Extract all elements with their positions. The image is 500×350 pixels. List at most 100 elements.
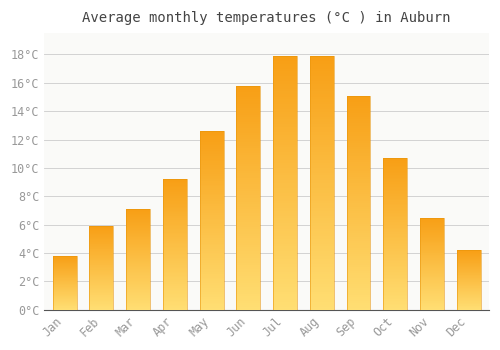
Bar [200,247,224,249]
Bar [420,271,444,272]
Bar [420,246,444,247]
Bar [310,246,334,249]
Bar [163,268,187,269]
Bar [420,300,444,301]
Bar [200,235,224,237]
Bar [384,249,407,251]
Bar [384,226,407,228]
Bar [273,173,297,175]
Bar [200,285,224,287]
Bar [52,287,76,288]
Bar [420,267,444,268]
Bar [420,222,444,223]
Bar [236,296,260,299]
Bar [200,158,224,160]
Bar [420,283,444,284]
Bar [163,231,187,233]
Bar [310,130,334,132]
Bar [90,285,114,286]
Bar [420,220,444,221]
Bar [163,238,187,239]
Bar [126,223,150,224]
Bar [384,161,407,162]
Bar [346,153,370,155]
Bar [384,199,407,201]
Bar [457,260,480,261]
Bar [163,184,187,186]
Bar [90,309,114,310]
Bar [273,76,297,79]
Bar [346,260,370,262]
Bar [236,193,260,195]
Bar [310,254,334,257]
Bar [163,230,187,231]
Bar [90,305,114,306]
Bar [52,285,76,286]
Bar [236,180,260,182]
Bar [126,286,150,287]
Bar [310,86,334,89]
Bar [90,236,114,237]
Bar [236,243,260,245]
Bar [420,226,444,227]
Bar [420,235,444,236]
Bar [126,225,150,226]
Bar [90,253,114,254]
Bar [236,206,260,209]
Bar [346,205,370,207]
Bar [236,265,260,267]
Bar [236,160,260,162]
Bar [90,239,114,240]
Bar [90,259,114,260]
Bar [236,225,260,227]
Bar [52,295,76,296]
Bar [200,213,224,215]
Bar [273,112,297,114]
Bar [90,264,114,265]
Bar [163,254,187,255]
Bar [420,244,444,245]
Bar [126,241,150,242]
Bar [200,197,224,199]
Bar [52,293,76,294]
Bar [90,247,114,248]
Bar [273,162,297,165]
Bar [420,240,444,241]
Bar [200,238,224,240]
Bar [236,177,260,180]
Bar [90,284,114,285]
Bar [52,269,76,270]
Bar [310,284,334,287]
Bar [420,250,444,251]
Bar [236,236,260,238]
Bar [273,61,297,63]
Bar [457,269,480,270]
Bar [163,281,187,282]
Bar [384,236,407,237]
Bar [126,294,150,295]
Bar [90,235,114,236]
Bar [200,153,224,154]
Bar [310,109,334,112]
Bar [457,279,480,280]
Bar [346,145,370,147]
Bar [420,218,444,219]
Bar [200,276,224,278]
Bar [420,243,444,244]
Bar [420,275,444,276]
Bar [126,248,150,249]
Bar [420,239,444,240]
Bar [273,180,297,183]
Bar [163,179,187,310]
Bar [384,167,407,169]
Bar [200,267,224,269]
Bar [163,297,187,298]
Bar [310,132,334,135]
Bar [310,79,334,81]
Bar [457,267,480,268]
Bar [200,208,224,210]
Bar [200,302,224,304]
Bar [310,107,334,109]
Bar [420,232,444,233]
Bar [273,284,297,287]
